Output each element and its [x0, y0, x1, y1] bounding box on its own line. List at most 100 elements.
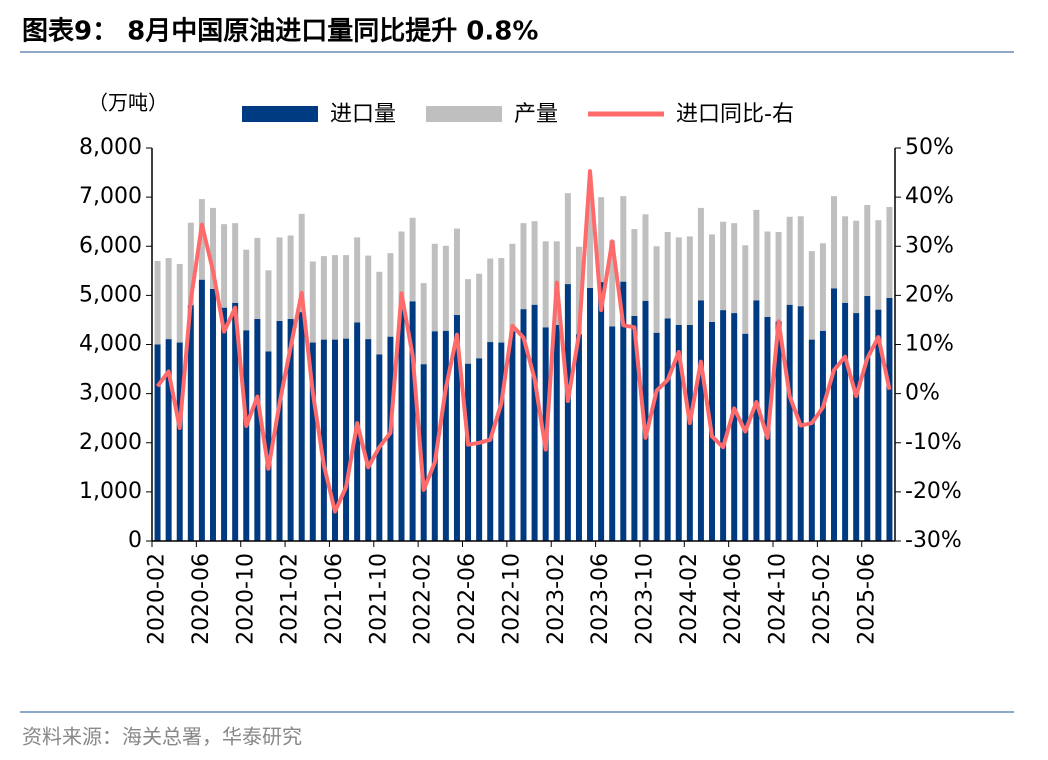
bar — [564, 193, 571, 285]
x-tick-label: 2025-06 — [854, 553, 879, 645]
x-tick-label: 2020-10 — [233, 553, 258, 645]
x-tick-label: 2020-02 — [145, 553, 170, 645]
bar — [675, 324, 682, 541]
bar — [265, 270, 272, 352]
bar — [775, 321, 782, 541]
y-tick-label: 2,000 — [79, 430, 142, 455]
bar — [753, 209, 760, 301]
x-tick-label: 2024-02 — [677, 553, 702, 645]
bar — [409, 217, 416, 302]
x-tick-label: 2021-06 — [322, 553, 347, 645]
bar — [398, 307, 405, 541]
bar — [520, 223, 527, 310]
bar — [764, 231, 771, 317]
y2-tick-label: -20% — [905, 479, 962, 504]
line — [155, 169, 892, 514]
bar — [531, 304, 538, 541]
bar — [254, 318, 261, 541]
bar — [753, 300, 760, 541]
y2-tick-label: 50% — [905, 135, 954, 160]
bar — [287, 318, 294, 541]
bar — [420, 364, 427, 541]
bar — [609, 326, 616, 541]
bar — [742, 333, 749, 541]
bar — [221, 224, 228, 308]
x-tick-label: 2021-10 — [366, 553, 391, 645]
y2-tick-label: 20% — [905, 282, 954, 307]
y-tick-label: 5,000 — [79, 282, 142, 307]
y-tick-label: 1,000 — [79, 479, 142, 504]
bar — [309, 261, 316, 343]
bar — [575, 334, 582, 541]
bar — [254, 237, 261, 319]
y2-tick-label: -10% — [905, 430, 962, 455]
bar — [276, 320, 283, 541]
x-tick-label: 2024-06 — [721, 553, 746, 645]
bar — [409, 301, 416, 541]
y-tick-label: 4,000 — [79, 332, 142, 357]
bar — [587, 288, 594, 541]
bar — [387, 253, 394, 337]
legend-label: 进口量 — [330, 102, 396, 127]
bar — [187, 222, 194, 306]
bar — [620, 281, 627, 541]
bar — [498, 342, 505, 541]
bar — [498, 258, 505, 343]
bar — [653, 332, 660, 541]
bar — [198, 279, 205, 541]
bar — [653, 246, 660, 333]
bar — [176, 263, 183, 343]
bar — [520, 309, 527, 541]
bar — [442, 245, 449, 331]
bar — [209, 207, 216, 289]
bar — [354, 237, 361, 323]
bar — [842, 216, 849, 303]
bar — [620, 196, 627, 282]
x-tick-label: 2021-02 — [278, 553, 303, 645]
bar — [686, 236, 693, 325]
x-tick-label: 2023-10 — [632, 553, 657, 645]
bar — [598, 197, 605, 283]
bar — [609, 240, 616, 327]
x-tick-label: 2022-10 — [499, 553, 524, 645]
bar — [631, 229, 638, 317]
bar — [365, 255, 372, 340]
bar — [697, 207, 704, 301]
bar — [587, 198, 594, 289]
bar — [176, 342, 183, 541]
bar — [343, 338, 350, 541]
bar — [276, 237, 283, 321]
bar — [476, 358, 483, 541]
bar — [742, 245, 749, 334]
legend-swatch — [426, 106, 503, 122]
bar — [864, 204, 871, 296]
y2-tick-label: 0% — [905, 381, 940, 406]
source: 资料来源：海关总署，华泰研究 — [22, 725, 302, 749]
bar — [697, 300, 704, 541]
bar — [875, 220, 882, 310]
bar — [365, 339, 372, 541]
bar — [664, 232, 671, 319]
y-tick-label: 0 — [128, 528, 142, 553]
bar — [487, 258, 494, 343]
y-tick-label: 7,000 — [79, 184, 142, 209]
y-tick-label: 3,000 — [79, 381, 142, 406]
x-tick-label: 2023-02 — [544, 553, 569, 645]
bar — [187, 305, 194, 541]
bar — [387, 336, 394, 541]
bar — [575, 246, 582, 335]
bar — [564, 284, 571, 541]
bar — [664, 318, 671, 541]
bar — [320, 339, 327, 541]
x-tick-label: 2020-06 — [189, 553, 214, 645]
bar — [331, 339, 338, 541]
bar — [232, 223, 239, 303]
bar — [886, 297, 893, 541]
bar — [875, 309, 882, 541]
bar — [154, 260, 161, 345]
bar — [343, 255, 350, 339]
bar — [731, 223, 738, 314]
bar — [531, 221, 538, 305]
bar — [509, 331, 516, 541]
